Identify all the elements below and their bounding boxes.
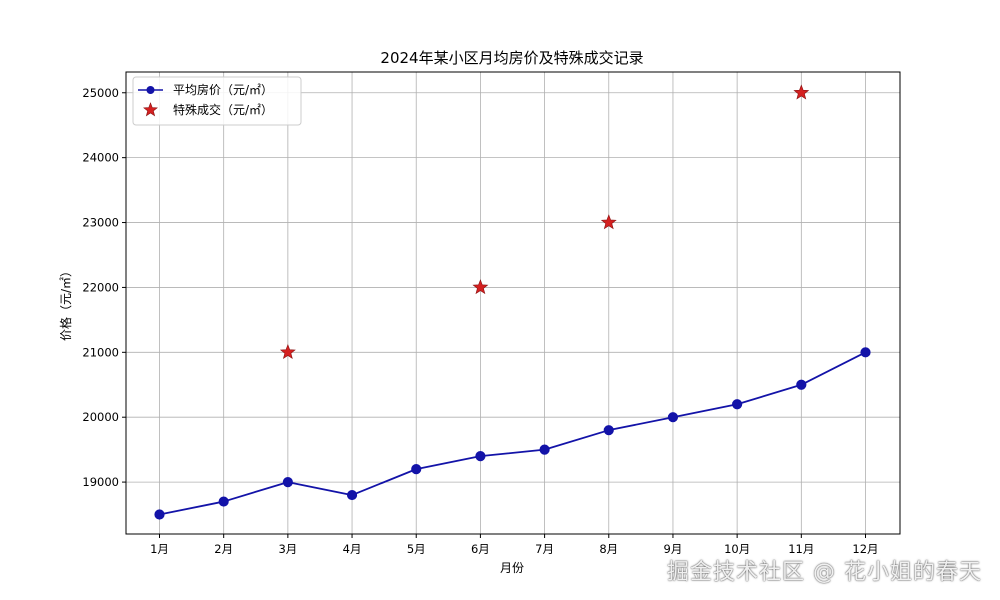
x-tick-label: 5月: [407, 542, 426, 556]
y-tick-label: 20000: [82, 410, 119, 424]
special-deal-point: [600, 214, 617, 230]
series-layer: [154, 84, 871, 520]
legend-box: [132, 76, 302, 126]
x-tick-label: 3月: [278, 542, 297, 556]
x-tick-label: 8月: [599, 542, 618, 556]
x-tick-label: 7月: [535, 542, 554, 556]
grid-lines: [126, 72, 900, 534]
y-tick-label: 22000: [82, 280, 119, 294]
special-deal-point: [279, 343, 296, 360]
y-tick-label: 24000: [82, 151, 119, 165]
x-axis-label: 月份: [500, 561, 524, 575]
average-price-point: [475, 451, 486, 462]
y-axis-label: 价格（元/㎡）: [58, 265, 73, 341]
y-tick-label: 25000: [82, 86, 119, 100]
average-price-line: [159, 351, 866, 516]
y-tick-label: 19000: [82, 475, 119, 489]
watermark: 掘金技术社区 @ 花小姐的春天: [667, 560, 982, 585]
average-price-point: [860, 347, 871, 358]
legend: 平均房价（元/㎡） 特殊成交（元/㎡）: [132, 76, 302, 126]
chart-title: 2024年某小区月均房价及特殊成交记录: [380, 49, 643, 67]
y-tick-label: 23000: [82, 216, 119, 230]
axis-ticks: 1月 2月 3月 4月 5月 6月 7月 8月 9月 10月 11月 12月 19000 20000 210…: [82, 86, 878, 556]
x-tick-label: 11月: [788, 542, 814, 556]
x-tick-label: 4月: [343, 542, 362, 556]
average-price-point: [539, 444, 550, 455]
y-tick-label: 21000: [82, 345, 119, 359]
x-tick-label: 6月: [471, 542, 490, 556]
legend-line-marker: [146, 86, 155, 94]
average-price-point: [667, 412, 679, 423]
average-price-point: [282, 476, 293, 488]
plot-frame: [125, 71, 901, 535]
average-price-point: [603, 425, 614, 436]
legend-star-marker: [143, 102, 158, 117]
average-price-point: [732, 399, 743, 410]
legend-entry-average-price: 平均房价（元/㎡）: [173, 82, 273, 97]
average-price-point: [154, 509, 165, 520]
average-price-point: [411, 464, 422, 475]
x-tick-label: 2月: [214, 542, 233, 556]
average-price-point: [346, 489, 358, 501]
x-tick-label: 12月: [852, 542, 878, 556]
x-tick-label: 9月: [664, 542, 683, 556]
legend-entry-special-deal: 特殊成交（元/㎡）: [173, 102, 273, 117]
special-deal-point: [472, 279, 489, 295]
special-deal-point: [793, 84, 810, 100]
x-tick-label: 10月: [724, 542, 750, 556]
average-price-point: [218, 496, 229, 507]
x-tick-label: 1月: [150, 542, 169, 556]
average-price-point: [796, 379, 807, 390]
